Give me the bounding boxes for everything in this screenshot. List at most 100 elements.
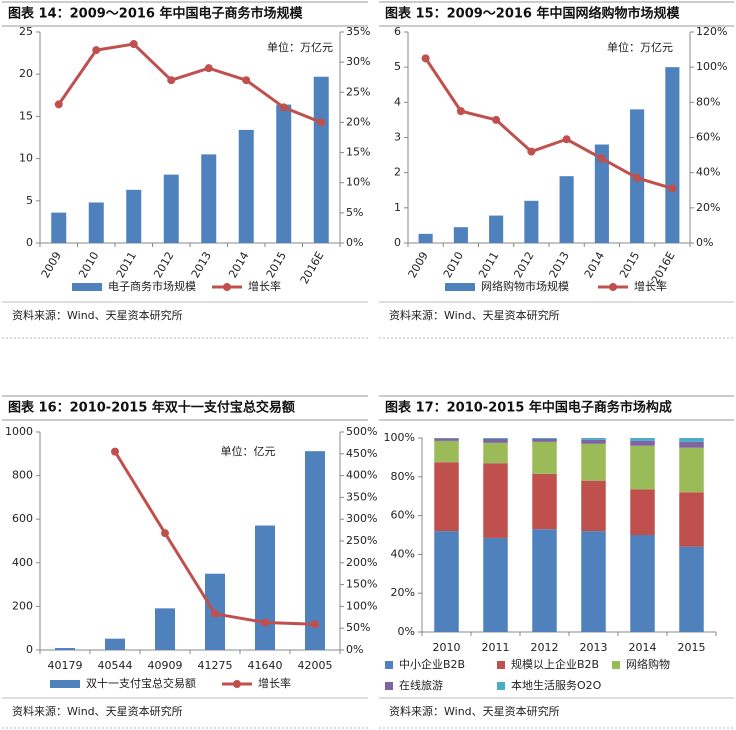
legend-swatch (445, 283, 475, 291)
source-note: 资料来源：Wind、天星资本研究所 (12, 308, 183, 322)
stacked-segment (434, 531, 459, 632)
stacked-segment (532, 473, 557, 530)
growth-point (279, 103, 288, 112)
bar (51, 212, 67, 243)
stacked-segment (581, 480, 606, 532)
x-tick-label: 41640 (248, 659, 283, 672)
growth-line (57, 42, 322, 124)
y2-tick-label: 80% (696, 95, 720, 108)
stacked-segment (679, 492, 704, 547)
y2-tick-label: 350% (346, 490, 377, 503)
bar (665, 67, 680, 244)
y2-tick-label: 150% (346, 578, 377, 591)
y2-tick-label: 300% (346, 512, 377, 525)
bar (255, 525, 275, 650)
y2-tick-label: 100% (696, 60, 727, 73)
y-tick-label: 20% (391, 586, 415, 599)
legend-swatch (50, 680, 80, 688)
stacked-segment (581, 531, 606, 632)
x-tick-label: 2013 (189, 250, 214, 281)
legend-label: 在线旅游 (399, 678, 443, 692)
stacked-segment (581, 439, 606, 444)
y2-tick-label: 500% (346, 425, 377, 438)
x-tick-label: 2012 (531, 641, 559, 654)
bar (489, 215, 504, 243)
chart-title: 图表 15：2009～2016 年中国网络购物市场规模 (385, 6, 681, 22)
y2-tick-label: 20% (346, 115, 370, 128)
y-tick-label: 0 (26, 236, 33, 249)
growth-line (424, 57, 673, 190)
growth-point (261, 618, 269, 627)
legend-swatch (233, 680, 241, 688)
y-tick-label: 0 (394, 236, 401, 249)
bar (313, 76, 329, 244)
y-tick-label: 60% (391, 509, 415, 522)
bar (105, 638, 125, 650)
x-tick-label: 2012 (511, 250, 536, 281)
stacked-segment (434, 438, 459, 441)
growth-point (161, 529, 169, 538)
bar (155, 608, 175, 650)
bar (559, 176, 574, 243)
y-tick-label: 80% (391, 470, 415, 483)
y2-tick-label: 60% (696, 131, 720, 144)
bar (276, 104, 292, 243)
x-tick-label: 2011 (476, 250, 501, 281)
y2-tick-label: 35% (346, 25, 370, 38)
stacked-segment (630, 440, 655, 446)
x-tick-label: 2013 (547, 250, 572, 281)
y2-tick-label: 50% (346, 621, 370, 634)
y-tick-label: 5 (394, 60, 401, 73)
stacked-segment (630, 445, 655, 490)
bar (163, 174, 179, 243)
y-tick-label: 400 (12, 556, 33, 569)
legend-swatch (609, 283, 617, 291)
stacked-segment (679, 546, 704, 632)
x-tick-label: 2009 (406, 250, 431, 281)
source-note: 资料来源：Wind、天星资本研究所 (12, 704, 183, 718)
x-tick-label: 2015 (264, 250, 289, 281)
chart-title: 图表 16：2010-2015 年双十一支付宝总交易额 (8, 400, 295, 416)
stacked-segment (483, 438, 508, 439)
y2-tick-label: 20% (696, 201, 720, 214)
y2-tick-label: 120% (696, 25, 727, 38)
growth-point (167, 76, 176, 85)
legend-swatch (497, 661, 505, 669)
growth-point (562, 135, 571, 144)
y2-tick-label: 0% (696, 236, 713, 249)
x-tick-label: 2015 (678, 641, 706, 654)
growth-point (204, 64, 213, 73)
legend-swatch (223, 283, 231, 291)
stacked-segment (532, 529, 557, 632)
bar (305, 451, 325, 650)
stacked-segment (434, 462, 459, 532)
growth-point (317, 118, 326, 127)
stacked-segment (581, 438, 606, 440)
legend-label: 网络购物市场规模 (481, 279, 569, 293)
legend-label: 增长率 (248, 279, 281, 293)
stacked-segment (679, 447, 704, 493)
y2-tick-label: 40% (696, 166, 720, 179)
y2-tick-label: 400% (346, 469, 377, 482)
y2-tick-label: 30% (346, 55, 370, 68)
x-tick-label: 2013 (580, 641, 608, 654)
bar (88, 202, 104, 243)
unit-note: 单位：万亿元 (267, 40, 333, 54)
y-tick-label: 4 (394, 95, 401, 108)
x-tick-label: 40179 (48, 659, 83, 672)
legend-label: 规模以上企业B2B (511, 657, 599, 671)
bar (524, 200, 539, 243)
y-tick-label: 600 (12, 512, 33, 525)
x-tick-label: 2011 (482, 641, 510, 654)
bar (126, 189, 142, 243)
growth-point (311, 620, 319, 629)
legend-label: 电子商务市场规模 (108, 279, 196, 293)
stacked-segment (630, 489, 655, 535)
x-tick-label: 2015 (617, 250, 642, 281)
stacked-segment (630, 438, 655, 441)
y-tick-label: 40% (391, 547, 415, 560)
growth-point (456, 107, 465, 116)
y2-tick-label: 5% (346, 206, 363, 219)
growth-point (129, 40, 138, 49)
bar (201, 154, 217, 243)
